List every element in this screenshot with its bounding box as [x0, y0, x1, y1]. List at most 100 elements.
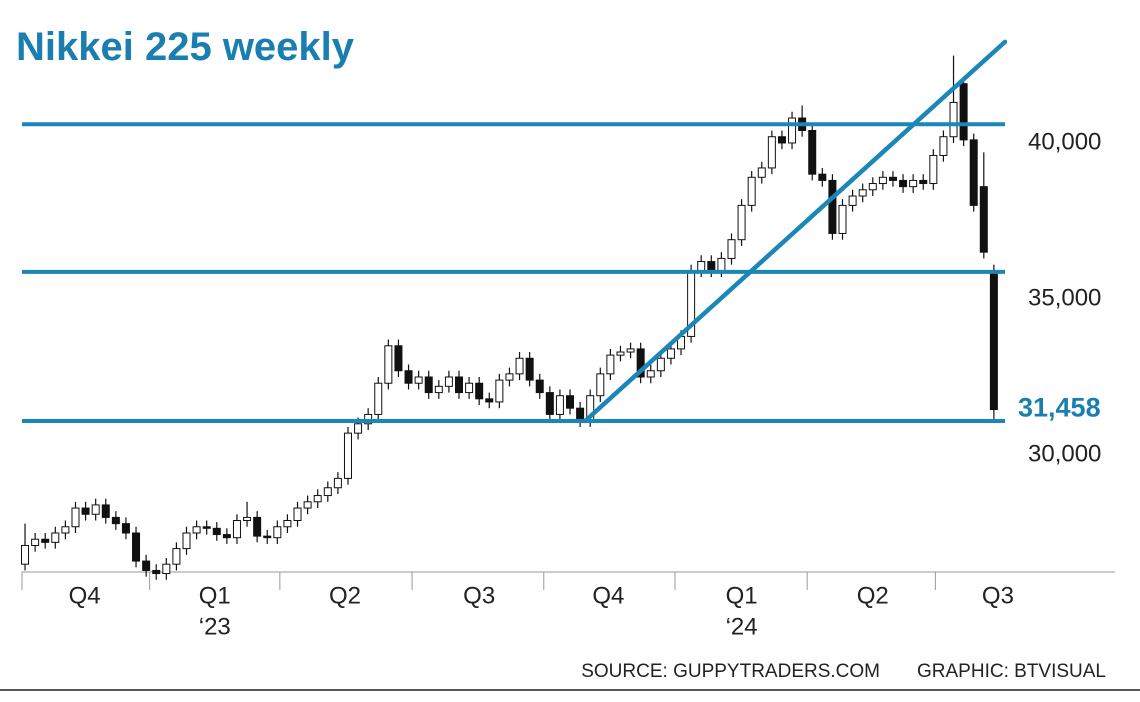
candle-body: [202, 526, 211, 529]
candle-body: [616, 351, 625, 356]
candle-body: [939, 136, 948, 156]
candle-body: [828, 179, 837, 234]
candle-body: [232, 520, 241, 539]
candle-body: [626, 348, 635, 353]
candle-body: [707, 261, 716, 272]
candle-body: [899, 179, 908, 188]
candle-body: [465, 382, 474, 394]
last-close-label: 31,458: [1018, 393, 1101, 423]
candle-body: [313, 495, 322, 503]
candle-body: [31, 538, 40, 546]
candle-body: [838, 204, 847, 234]
candle-body: [606, 354, 615, 375]
trend-line: [582, 39, 1008, 424]
candle-body: [384, 345, 393, 384]
year-label: ‘23: [199, 613, 231, 640]
candle-body: [505, 373, 514, 381]
candle-body: [132, 532, 141, 562]
candle-body: [162, 563, 171, 575]
candle-body: [535, 379, 544, 394]
candle-body: [949, 101, 958, 138]
candle-body: [475, 382, 484, 400]
x-tick-label: Q1: [726, 582, 758, 609]
candle-body: [243, 516, 252, 522]
candle-body: [283, 520, 292, 528]
candle-body: [525, 357, 534, 381]
candle-body: [121, 523, 130, 534]
x-tick-label: Q1: [199, 582, 231, 609]
candle-body: [343, 432, 352, 479]
candle-body: [989, 270, 998, 411]
candle-body: [263, 535, 272, 539]
candle-body: [848, 195, 857, 206]
candle-body: [566, 395, 575, 409]
candle-body: [485, 398, 494, 403]
candle-body: [222, 534, 231, 539]
candle-body: [757, 167, 766, 178]
candle-body: [929, 154, 938, 185]
candle-body: [576, 407, 585, 422]
candle-body: [969, 139, 978, 206]
y-tick-label: 30,000: [1028, 440, 1101, 467]
candle-body: [495, 379, 504, 403]
candle-body: [434, 385, 443, 394]
candle-body: [41, 538, 50, 543]
candle-body: [303, 501, 312, 509]
candle-body: [101, 504, 110, 518]
candle-body: [818, 173, 827, 181]
candle-body: [515, 357, 524, 375]
candle-body: [152, 569, 161, 575]
candle-body: [646, 370, 655, 378]
chart-title: Nikkei 225 weekly: [16, 25, 355, 69]
candle-body: [374, 382, 383, 415]
candle-body: [192, 526, 201, 534]
candle-body: [959, 83, 968, 141]
candle-body: [656, 357, 665, 372]
candle-body: [979, 186, 988, 253]
candle-body: [424, 376, 433, 394]
candle-body: [888, 176, 897, 181]
candle-body: [717, 257, 726, 272]
candle-body: [697, 261, 706, 272]
candle-body: [91, 504, 100, 515]
candle-body: [394, 345, 403, 372]
candle-body: [51, 532, 60, 543]
candle-body: [21, 544, 30, 565]
candle-body: [212, 527, 221, 536]
year-label: ‘24: [726, 613, 758, 640]
x-tick-label: Q2: [857, 582, 889, 609]
x-tick-label: Q2: [329, 582, 361, 609]
candle-body: [777, 136, 786, 144]
candle-body: [71, 507, 80, 528]
x-tick-label: Q4: [592, 582, 624, 609]
candle-body: [323, 487, 332, 497]
candle-body: [636, 348, 645, 378]
candle-body: [878, 176, 887, 185]
candle-body: [172, 548, 181, 565]
candle-body: [555, 395, 564, 415]
source: SOURCE: GUPPYTRADERS.COM: [581, 661, 880, 682]
candle-body: [61, 526, 70, 534]
candle-body: [354, 423, 363, 434]
candle-body: [111, 516, 120, 525]
candle-body: [909, 179, 918, 188]
y-tick-label: 40,000: [1028, 128, 1101, 155]
candle-body: [727, 239, 736, 259]
candle-body: [596, 373, 605, 397]
credit: GRAPHIC: BTVISUAL: [917, 661, 1106, 682]
x-tick-label: Q3: [463, 582, 495, 609]
candle-body: [273, 526, 282, 539]
candle-body: [293, 507, 302, 522]
candle-body: [253, 516, 262, 537]
candle-body: [808, 129, 817, 175]
candle-body: [404, 370, 413, 384]
candle-body: [81, 507, 90, 515]
candle-body: [182, 532, 191, 550]
candle-body: [858, 189, 867, 197]
candle-body: [333, 477, 342, 489]
y-tick-label: 35,000: [1028, 284, 1101, 311]
candle-body: [414, 376, 423, 384]
x-tick-label: Q4: [69, 582, 101, 609]
candle-body: [142, 560, 151, 571]
